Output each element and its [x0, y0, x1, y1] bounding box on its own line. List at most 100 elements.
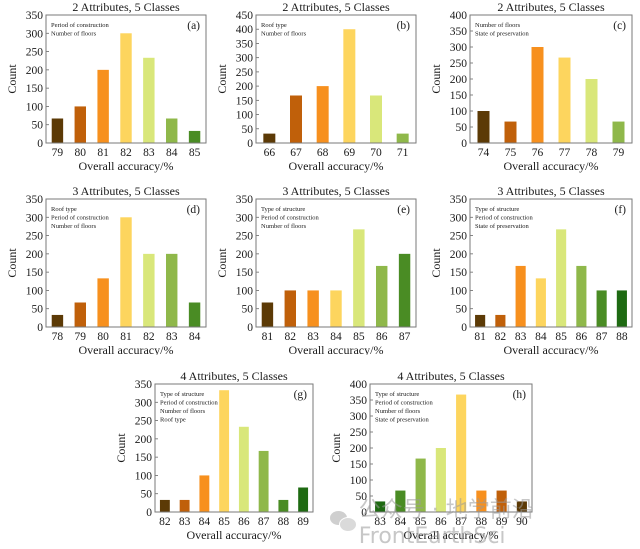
y-tick-label: 300 [26, 28, 44, 40]
y-axis-label: Count [5, 64, 19, 94]
y-tick-label: 350 [236, 194, 254, 206]
bar [353, 229, 365, 327]
y-tick-label: 150 [450, 90, 468, 102]
x-tick-label: 85 [415, 516, 427, 528]
chart-f: 3 Attributes, 5 Classes 0 50 100 150 200 250 30… [429, 184, 633, 357]
y-tick-label: 300 [350, 411, 368, 423]
bar [238, 426, 249, 512]
bar [261, 302, 274, 327]
bar [516, 501, 527, 512]
bar [415, 458, 426, 512]
y-tick-label: 0 [361, 507, 367, 519]
x-axis-label: Overall accuracy/% [404, 528, 499, 542]
legend-text: Number of floors [475, 22, 521, 29]
bar [585, 79, 598, 143]
x-tick-label: 75 [505, 147, 517, 159]
bar [290, 95, 302, 143]
chart-h: 4 Attributes, 5 Classes 0 50 100 150 200 250 30… [329, 369, 533, 542]
bar [166, 253, 178, 327]
x-tick-label: 83 [374, 516, 386, 528]
chart-e: 3 Attributes, 5 Classes 0 50 100 150 200 250 30… [215, 184, 417, 357]
y-tick-label: 250 [236, 67, 254, 79]
panel-label: (e) [397, 204, 410, 216]
y-tick-label: 150 [26, 267, 44, 279]
chart-title: 3 Attributes, 5 Classes [72, 184, 180, 198]
bar [51, 118, 64, 143]
chart-panel-g: 4 Attributes, 5 Classes 0 50 100 150 200 250 30… [110, 355, 325, 543]
bar [496, 490, 507, 512]
x-tick-label: 85 [218, 516, 230, 528]
legend-text: Type of structure [261, 206, 305, 213]
x-tick-label: 88 [476, 516, 488, 528]
bar [188, 130, 201, 143]
y-tick-label: 300 [26, 212, 44, 224]
y-tick-label: 200 [236, 249, 254, 261]
bar [612, 121, 625, 143]
bar [97, 278, 109, 327]
plot-frame [45, 198, 207, 328]
legend-text: Type of structure [375, 391, 419, 398]
legend-text: Period of construction [51, 215, 110, 222]
y-tick-label: 0 [37, 322, 43, 334]
y-axis-label: Count [429, 248, 443, 278]
y-tick-label: 0 [247, 322, 253, 334]
x-tick-label: 90 [516, 516, 528, 528]
panel-label: (g) [294, 389, 308, 401]
bar [495, 314, 506, 327]
bar [504, 121, 517, 143]
x-axis-label: Overall accuracy/% [289, 159, 384, 173]
legend-text: Period of construction [261, 215, 320, 222]
x-tick-label: 84 [330, 331, 342, 343]
x-tick-label: 80 [97, 331, 109, 343]
x-tick-label: 79 [75, 331, 87, 343]
bar [616, 290, 627, 327]
y-tick-label: 300 [450, 212, 468, 224]
chart-title: 2 Attributes, 5 Classes [282, 0, 390, 14]
y-tick-label: 250 [135, 416, 153, 428]
chart-panel-b: 2 Attributes, 5 Classes 0 50 100 150 200 250 30… [210, 0, 425, 180]
bar [395, 490, 406, 512]
legend-text: Period of construction [160, 400, 219, 407]
legend-text: Period of construction [51, 22, 110, 29]
bar [343, 29, 356, 143]
x-tick-label: 83 [143, 147, 155, 159]
legend-text: Period of construction [375, 400, 434, 407]
chart-title: 4 Attributes, 5 Classes [180, 369, 288, 383]
chart-panel-d: 3 Attributes, 5 Classes 0 50 100 150 200 250 30… [0, 175, 215, 357]
chart-b: 2 Attributes, 5 Classes 0 50 100 150 200 250 30… [215, 0, 417, 173]
legend-text: State of preservation [375, 417, 430, 424]
bar [120, 33, 132, 143]
x-tick-label: 84 [189, 331, 201, 343]
legend-text: State of preservation [475, 223, 530, 230]
bar [535, 278, 546, 327]
x-axis-label: Overall accuracy/% [187, 528, 282, 542]
x-tick-label: 82 [143, 331, 155, 343]
y-tick-label: 150 [236, 95, 254, 107]
legend-text: Roof type [51, 206, 77, 213]
bar [298, 487, 309, 512]
y-tick-label: 250 [236, 231, 254, 243]
bar [188, 302, 201, 327]
panel-label: (f) [615, 204, 627, 216]
bar [199, 475, 210, 512]
x-tick-label: 87 [258, 516, 270, 528]
y-axis-label: Count [429, 64, 443, 94]
legend-text: Type of structure [160, 391, 204, 398]
bar [263, 133, 276, 143]
chart-title: 2 Attributes, 5 Classes [497, 0, 605, 14]
legend-text: Type of structure [475, 206, 519, 213]
y-tick-label: 350 [350, 395, 368, 407]
legend-text: Roof type [160, 417, 186, 424]
x-tick-label: 83 [515, 331, 527, 343]
chart-title: 3 Attributes, 5 Classes [282, 184, 390, 198]
y-tick-label: 100 [26, 101, 44, 113]
y-tick-label: 200 [350, 443, 368, 455]
x-tick-label: 82 [120, 147, 132, 159]
y-tick-label: 0 [247, 138, 253, 150]
bar [515, 265, 526, 327]
chart-panel-h: 4 Attributes, 5 Classes 0 50 100 150 200 250 30… [320, 355, 540, 543]
y-tick-label: 250 [350, 427, 368, 439]
y-tick-label: 250 [26, 231, 44, 243]
y-tick-label: 350 [450, 194, 468, 206]
y-tick-label: 50 [242, 304, 254, 316]
